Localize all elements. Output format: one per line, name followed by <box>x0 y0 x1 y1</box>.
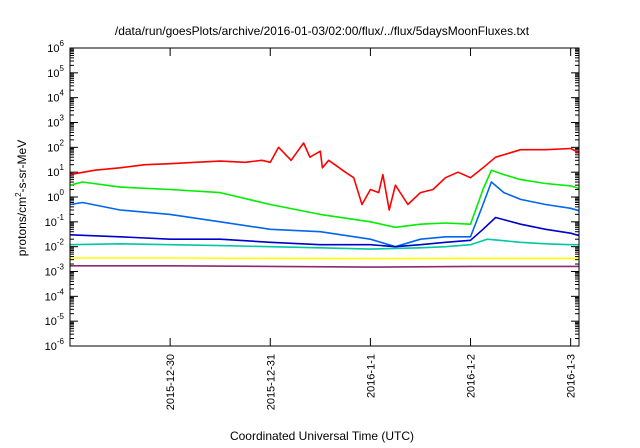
y-tick-label: 10-5 <box>45 312 65 328</box>
y-label-text: protons/cm <box>15 197 29 256</box>
series-line <box>70 257 579 260</box>
y-label-superscript: 2 <box>14 192 23 197</box>
y-tick-label: 103 <box>47 114 64 130</box>
y-tick-label: 105 <box>47 64 64 80</box>
data-series <box>70 142 579 268</box>
series-line <box>70 169 579 229</box>
plot-frame <box>69 47 580 347</box>
y-tick-label: 10-1 <box>45 213 65 229</box>
series-line <box>70 238 579 250</box>
x-tick-label: 2016-1-2 <box>466 354 478 398</box>
x-axis-ticks: 2015-12-30 2015-12-31 2016-1-1 2016-1-2 2016… <box>165 48 578 410</box>
y-tick-label: 10-2 <box>45 238 65 254</box>
y-tick-label: 100 <box>47 188 64 204</box>
y-tick-label: 10-4 <box>45 287 65 303</box>
y-axis-ticks: 10-6 10-5 10-4 10-3 10-2 10-1 100 101 102 103 104 1… <box>45 39 579 353</box>
y-tick-label: 106 <box>47 39 64 55</box>
y-tick-label: 10-6 <box>45 337 65 353</box>
x-tick-label: 2016-1-1 <box>365 354 377 398</box>
series-line <box>70 264 579 268</box>
y-axis-label: protons/cm2-s-sr-MeV <box>14 140 29 256</box>
y-tick-label: 10-3 <box>45 263 65 279</box>
x-axis-label: Coordinated Universal Time (UTC) <box>230 429 414 443</box>
y-tick-label: 101 <box>47 163 64 179</box>
series-line <box>70 216 579 248</box>
y-tick-label: 102 <box>47 138 64 154</box>
y-label-text: -s-sr-MeV <box>15 140 29 193</box>
x-tick-label: 2015-12-30 <box>165 354 177 410</box>
chart-title: /data/run/goesPlots/archive/2016-01-03/0… <box>115 24 530 38</box>
series-line <box>70 181 579 248</box>
x-tick-label: 2015-12-31 <box>265 354 277 410</box>
series-line <box>70 142 579 211</box>
x-tick-label: 2016-1-3 <box>566 354 578 398</box>
y-tick-label: 104 <box>47 89 64 105</box>
